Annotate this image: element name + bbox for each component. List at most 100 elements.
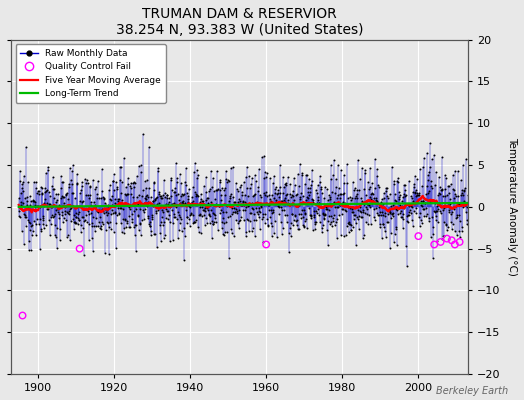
Point <box>413 197 422 203</box>
Point <box>305 192 313 198</box>
Point <box>123 220 132 226</box>
Point <box>79 214 88 220</box>
Point <box>162 215 170 221</box>
Point <box>378 234 386 241</box>
Point <box>449 186 457 192</box>
Point <box>427 178 435 184</box>
Point <box>435 201 443 208</box>
Point <box>171 185 179 192</box>
Point <box>103 212 112 218</box>
Point <box>398 202 407 209</box>
Point <box>216 176 224 183</box>
Point <box>305 189 314 196</box>
Point <box>202 174 210 180</box>
Point <box>456 234 464 240</box>
Point <box>390 181 398 188</box>
Point <box>111 196 119 202</box>
Point <box>145 220 154 227</box>
Point <box>168 186 176 193</box>
Point <box>152 208 160 214</box>
Point <box>34 202 42 209</box>
Point <box>387 215 395 222</box>
Point <box>47 214 55 220</box>
Point <box>100 210 108 217</box>
Point <box>93 207 101 214</box>
Point <box>243 164 252 170</box>
Point <box>302 171 310 178</box>
Point <box>383 219 391 225</box>
Point <box>377 209 386 216</box>
Point <box>445 190 453 196</box>
Point <box>186 211 194 218</box>
Point <box>263 215 271 222</box>
Point <box>293 217 301 224</box>
Point <box>193 166 201 173</box>
Point <box>273 200 281 206</box>
Point <box>429 152 438 158</box>
Point <box>264 222 272 228</box>
Point <box>357 214 365 220</box>
Point <box>242 229 250 235</box>
Point <box>63 209 71 215</box>
Point <box>240 179 248 185</box>
Point <box>374 212 382 218</box>
Point <box>115 210 124 216</box>
Point <box>318 229 326 236</box>
Point <box>183 192 192 199</box>
Point <box>322 202 330 209</box>
Point <box>69 190 78 196</box>
Point <box>136 162 145 168</box>
Point <box>56 236 64 243</box>
Point <box>122 224 130 230</box>
Point <box>290 175 298 182</box>
Point <box>291 182 300 188</box>
Point <box>138 201 147 207</box>
Point <box>455 201 464 207</box>
Point <box>172 192 181 198</box>
Point <box>310 208 319 214</box>
Point <box>312 208 320 214</box>
Point <box>112 244 121 251</box>
Point <box>377 202 386 208</box>
Point <box>430 241 439 248</box>
Point <box>311 219 320 226</box>
Point <box>358 206 367 213</box>
Point <box>277 198 286 204</box>
Point <box>403 213 411 219</box>
Point <box>171 188 180 195</box>
Point <box>199 200 208 206</box>
Point <box>123 190 131 197</box>
Point <box>188 198 196 204</box>
Point <box>214 186 222 192</box>
Point <box>309 199 317 206</box>
Point <box>173 208 182 215</box>
Point <box>353 194 362 201</box>
Point <box>17 198 25 205</box>
Point <box>225 198 233 204</box>
Point <box>255 214 263 220</box>
Point <box>438 236 446 242</box>
Point <box>382 185 390 191</box>
Point <box>72 210 80 216</box>
Point <box>61 191 70 197</box>
Point <box>140 200 148 206</box>
Point <box>362 218 370 225</box>
Point <box>369 214 378 220</box>
Point <box>284 196 292 203</box>
Point <box>222 168 231 174</box>
Point <box>303 194 311 200</box>
Point <box>217 192 226 198</box>
Point <box>400 191 409 197</box>
Point <box>102 227 111 233</box>
Point <box>180 256 188 263</box>
Point <box>356 204 364 210</box>
Point <box>233 199 242 205</box>
Point <box>172 175 181 181</box>
Point <box>312 187 321 193</box>
Point <box>359 208 367 215</box>
Point <box>441 192 449 199</box>
Point <box>59 194 67 200</box>
Point <box>257 201 266 207</box>
Point <box>231 209 239 216</box>
Point <box>410 180 418 187</box>
